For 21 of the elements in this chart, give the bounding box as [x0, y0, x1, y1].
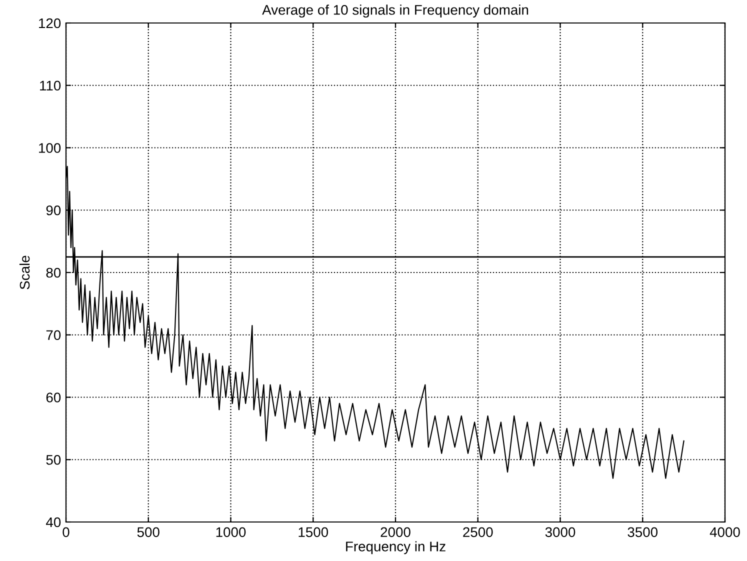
x-tick-label: 2000: [380, 527, 410, 538]
y-tick-label: 100: [39, 143, 61, 153]
y-tick-label: 60: [46, 392, 61, 402]
x-tick-label: 2500: [463, 527, 493, 538]
x-tick-label: 500: [137, 527, 160, 538]
y-axis-title: Scale: [19, 256, 30, 290]
y-tick-label: 110: [40, 80, 61, 91]
y-tick-label: 120: [39, 18, 61, 28]
y-tick-label: 40: [46, 517, 61, 528]
x-tick-label: 0: [62, 527, 70, 538]
x-tick-label: 3500: [628, 527, 658, 538]
x-tick-label: 1000: [216, 527, 246, 538]
x-tick-label: 3000: [545, 527, 576, 538]
y-tick-label: 90: [46, 205, 61, 216]
y-tick-label: 70: [46, 330, 61, 340]
y-tick-label: 80: [46, 268, 61, 278]
x-tick-label: 1500: [298, 527, 328, 538]
x-axis-title: Frequency in Hz: [346, 541, 446, 554]
y-tick-label: 50: [46, 454, 61, 465]
chart-title: Average of 10 signals in Frequency domain: [262, 4, 528, 18]
x-tick-label: 4000: [710, 527, 740, 538]
